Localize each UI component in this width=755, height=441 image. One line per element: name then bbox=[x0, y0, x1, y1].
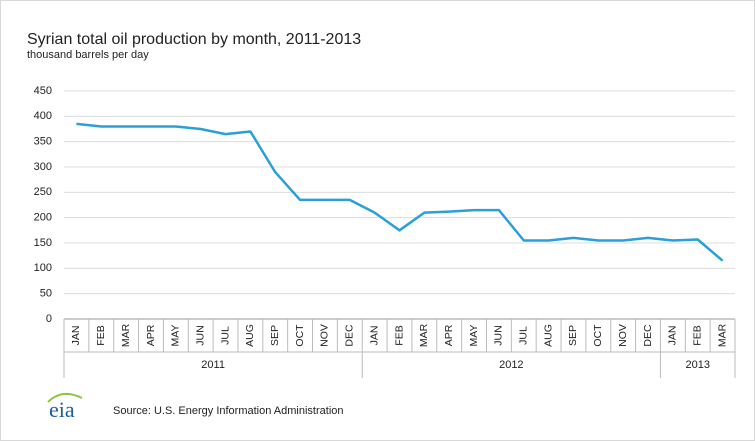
x-tick-label: MAY bbox=[170, 325, 182, 347]
y-tick-label: 350 bbox=[34, 136, 52, 148]
x-tick-label: MAR bbox=[418, 323, 430, 347]
x-tick-label: JUN bbox=[493, 325, 505, 345]
y-tick-label: 100 bbox=[34, 262, 52, 274]
x-tick-label: DEC bbox=[642, 324, 654, 347]
source: Source: U.S. Energy Information Administ… bbox=[113, 405, 344, 417]
y-tick-label: 150 bbox=[34, 237, 52, 249]
x-tick-label: SEP bbox=[269, 325, 281, 346]
y-tick-label: 200 bbox=[34, 212, 52, 224]
x-tick-label: AUG bbox=[244, 324, 256, 347]
y-tick-label: 50 bbox=[40, 288, 52, 300]
x-tick-label: OCT bbox=[592, 324, 604, 347]
x-tick-label: AUG bbox=[542, 324, 554, 347]
x-tick-label: FEB bbox=[692, 325, 704, 345]
x-tick-label: NOV bbox=[319, 324, 331, 347]
logo-swoosh bbox=[47, 392, 83, 403]
y-tick-label: 300 bbox=[34, 161, 52, 173]
y-tick-label: 450 bbox=[34, 85, 52, 97]
chart-subtitle: thousand barrels per day bbox=[27, 49, 149, 61]
x-tick-label: NOV bbox=[617, 324, 629, 347]
x-tick-label: APR bbox=[443, 324, 455, 346]
x-tick-label: DEC bbox=[344, 324, 356, 347]
x-tick-label: JUL bbox=[518, 326, 530, 345]
chart-title: Syrian total oil production by month, 20… bbox=[27, 31, 361, 48]
x-tick-label: MAY bbox=[468, 325, 480, 347]
x-tick-label: FEB bbox=[95, 325, 107, 345]
x-tick-label: JAN bbox=[368, 326, 380, 346]
x-tick-label: APR bbox=[145, 324, 157, 346]
y-tick-label: 250 bbox=[34, 186, 52, 198]
x-tick-label: FEB bbox=[393, 325, 405, 345]
x-tick-label: MAR bbox=[120, 323, 132, 347]
x-tick-label: JAN bbox=[667, 326, 679, 346]
logo: eia bbox=[49, 397, 75, 422]
x-group-label: 2013 bbox=[685, 359, 709, 371]
x-tick-label: JUN bbox=[194, 325, 206, 345]
y-tick-label: 0 bbox=[46, 313, 52, 325]
x-tick-label: SEP bbox=[567, 325, 579, 346]
x-tick-label: JUL bbox=[219, 326, 231, 345]
x-tick-label: JAN bbox=[70, 326, 82, 346]
x-group-label: 2012 bbox=[499, 359, 523, 371]
x-group-label: 2011 bbox=[201, 359, 225, 371]
y-tick-label: 400 bbox=[34, 110, 52, 122]
data-line bbox=[76, 122, 724, 262]
x-tick-label: OCT bbox=[294, 324, 306, 347]
x-tick-label: MAR bbox=[716, 323, 728, 347]
